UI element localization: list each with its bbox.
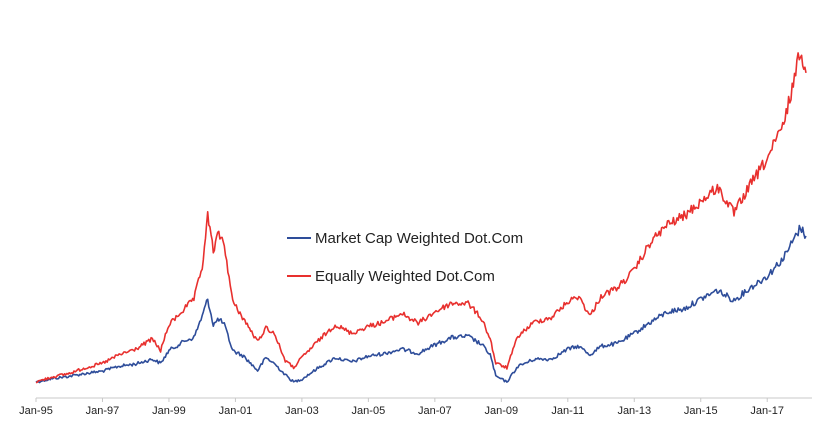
x-tick-label: Jan-13 [617,405,651,417]
x-tick-label: Jan-01 [219,405,253,417]
legend: Market Cap Weighted Dot.Com Equally Weig… [287,230,523,285]
x-axis-ticks: Jan-95 Jan-97 Jan-99 Jan-01 Jan-03 Jan-05 Jan-… [19,398,784,417]
x-tick-label: Jan-09 [485,405,519,417]
x-tick-label: Jan-15 [684,405,718,417]
x-tick-label: Jan-17 [750,405,784,417]
x-tick-label: Jan-03 [285,405,319,417]
x-tick-label: Jan-95 [19,405,53,417]
x-tick-label: Jan-05 [352,405,386,417]
x-tick-label: Jan-07 [418,405,452,417]
series-line-equally-weighted [35,52,807,384]
series-line-market-cap [35,224,807,384]
legend-label-equally-weighted: Equally Weighted Dot.Com [315,268,495,285]
legend-label-market-cap: Market Cap Weighted Dot.Com [315,230,523,247]
series-layer [35,52,807,384]
x-tick-label: Jan-11 [551,405,584,417]
x-tick-label: Jan-97 [86,405,120,417]
x-tick-label: Jan-99 [152,405,186,417]
